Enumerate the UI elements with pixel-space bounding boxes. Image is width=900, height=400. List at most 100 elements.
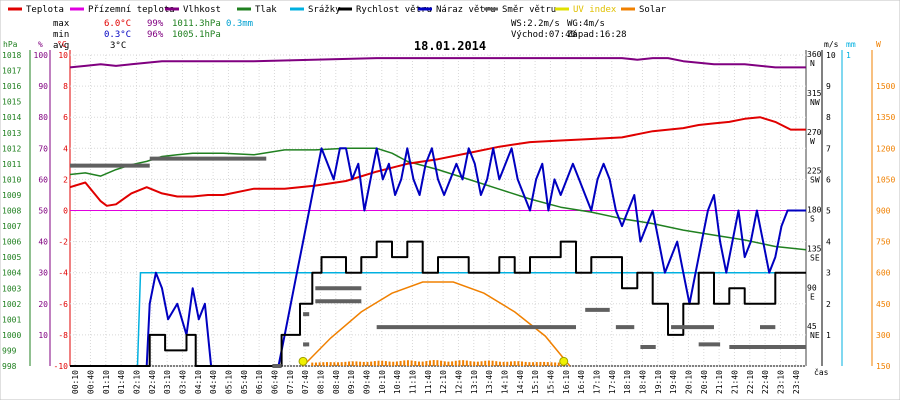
x-tick-label: 11:10 — [408, 370, 417, 394]
x-tick-label: 22:40 — [761, 370, 770, 394]
series-wind-gust — [70, 147, 806, 367]
w-tick-label: 300 — [876, 331, 891, 340]
hum-tick-label: 100 — [34, 51, 49, 60]
hpa-tick-label: 1005 — [2, 253, 21, 262]
legend-label: Vlhkost — [183, 5, 221, 15]
sunset-stat: Západ:16:28 — [567, 30, 627, 40]
x-tick-label: 21:10 — [715, 370, 724, 394]
x-axis-label: čas — [814, 367, 829, 377]
dir-tick-label: 315 — [807, 89, 822, 98]
legend-label: Přízemní teplota — [88, 5, 175, 15]
x-tick-label: 15:10 — [531, 370, 540, 394]
x-tick-label: 03:10 — [163, 370, 172, 394]
x-tick-label: 14:40 — [516, 370, 525, 394]
x-tick-label: 22:10 — [746, 370, 755, 394]
legend-label: Rychlost větru — [356, 5, 432, 15]
hpa-tick-label: 1008 — [2, 207, 21, 216]
ms-tick-label: 2 — [826, 300, 831, 309]
hpa-tick-label: 1017 — [2, 67, 21, 76]
w-tick-label: 150 — [876, 362, 891, 371]
hpa-axis-label: hPa — [3, 40, 18, 49]
hpa-tick-label: 1018 — [2, 51, 21, 60]
ms-tick-label: 10 — [826, 51, 836, 60]
hpa-tick-label: 1006 — [2, 238, 21, 247]
hum-tick-label: 90 — [38, 82, 48, 91]
series-temperature — [69, 116, 806, 207]
x-tick-label: 09:10 — [347, 370, 356, 394]
x-tick-label: 20:10 — [684, 370, 693, 394]
x-tick-label: 05:40 — [240, 370, 249, 394]
min-temp: 0.3°C — [104, 30, 131, 40]
grid — [70, 54, 806, 367]
series-uv-marker — [559, 356, 569, 366]
legend-label: Tlak — [255, 5, 277, 15]
x-tick-label: 01:40 — [117, 370, 126, 394]
x-tick-label: 00:40 — [86, 370, 95, 394]
legend-label: UV index — [573, 5, 617, 15]
dir-compass-label: S — [810, 215, 815, 224]
dir-compass-label: E — [810, 292, 815, 301]
dir-tick-label: 135 — [807, 244, 822, 253]
temp-tick-label: -8 — [58, 331, 68, 340]
w-tick-label: 600 — [876, 269, 891, 278]
w-tick-label: 1050 — [876, 175, 895, 184]
min-press: 1005.1hPa — [172, 30, 221, 40]
temp-tick-label: 2 — [63, 175, 68, 184]
dir-compass-label: SW — [810, 176, 820, 185]
avg-label: avg — [53, 41, 69, 51]
x-tick-label: 13:10 — [470, 370, 479, 394]
x-tick-label: 13:40 — [485, 370, 494, 394]
max-hum: 99% — [147, 19, 164, 29]
hpa-tick-label: 1010 — [2, 175, 21, 184]
legend-label: Solar — [639, 5, 667, 15]
x-tick-label: 03:40 — [178, 370, 187, 394]
mm-axis-label: mm — [846, 40, 856, 49]
ms-tick-label: 9 — [826, 82, 831, 91]
series-humidity — [69, 57, 806, 69]
temp-tick-label: -2 — [58, 238, 68, 247]
hpa-tick-label: 1001 — [2, 315, 21, 324]
w-tick-label: 1200 — [876, 144, 895, 153]
temp-tick-label: -4 — [58, 269, 68, 278]
axis-ticks: 00:10 00:40 01:10 01:40 02:10 02:40 03:10 03:40… — [2, 50, 895, 394]
dir-compass-label: NW — [810, 98, 820, 107]
stats-block: max 6.0°C 99% 1011.3hPa 0.3mm min 0.3°C … — [53, 19, 627, 51]
rain-total: 0.3mm — [226, 19, 253, 29]
series-solar-curve — [302, 281, 571, 367]
x-tick-label: 15:40 — [546, 370, 555, 394]
hpa-tick-label: 1004 — [2, 269, 21, 278]
x-tick-label: 12:40 — [454, 370, 463, 394]
legend: Teplota Přízemní teplota Vlhkost Tlak Srážky… — [8, 5, 667, 15]
sunrise-stat: Východ:07:40 — [511, 30, 576, 40]
hpa-tick-label: 999 — [2, 346, 17, 355]
hum-tick-label: 50 — [38, 207, 48, 216]
x-tick-label: 17:10 — [592, 370, 601, 394]
x-tick-label: 18:40 — [638, 370, 647, 394]
ms-tick-label: 4 — [826, 238, 831, 247]
legend-label: Směr větru — [502, 5, 556, 15]
hpa-tick-label: 1013 — [2, 129, 21, 138]
min-hum: 96% — [147, 30, 164, 40]
hum-tick-label: 70 — [38, 144, 48, 153]
ms-tick-label: 5 — [826, 207, 831, 216]
temp-axis-label: °C — [57, 40, 67, 49]
x-tick-label: 20:40 — [700, 370, 709, 394]
mm-tick-label: 1 — [846, 51, 851, 60]
hum-tick-label: 10 — [38, 331, 48, 340]
temp-tick-label: 8 — [63, 82, 68, 91]
hpa-tick-label: 1012 — [2, 144, 21, 153]
x-tick-label: 23:40 — [792, 370, 801, 394]
w-axis-label: W — [876, 40, 881, 49]
chart-title: 18.01.2014 — [414, 39, 486, 53]
x-tick-label: 17:40 — [608, 370, 617, 394]
x-tick-label: 21:40 — [730, 370, 739, 394]
x-tick-label: 16:10 — [562, 370, 571, 394]
hpa-tick-label: 1016 — [2, 82, 21, 91]
ms-tick-label: 1 — [826, 331, 831, 340]
hum-tick-label: 20 — [38, 300, 48, 309]
x-tick-label: 07:10 — [286, 370, 295, 394]
x-tick-label: 23:10 — [776, 370, 785, 394]
ms-tick-label: 6 — [826, 175, 831, 184]
series-wind-speed — [70, 240, 806, 367]
temp-tick-label: 0 — [63, 207, 68, 216]
